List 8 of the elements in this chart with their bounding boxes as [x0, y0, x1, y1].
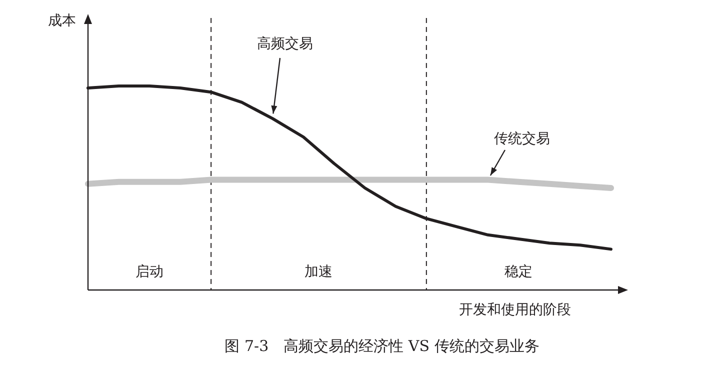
series-label: 传统交易: [494, 131, 550, 147]
xlabel: 开发和使用的阶段: [459, 302, 571, 318]
annotation: 稳定: [504, 264, 533, 280]
series-label: 高频交易: [257, 36, 313, 52]
annotation: 启动: [136, 264, 164, 280]
ylabel: 成本: [48, 13, 76, 29]
annotation: 图 7-3 高频交易的经济性 VS 传统的交易业务: [224, 337, 540, 355]
annotation: 加速: [304, 264, 333, 280]
